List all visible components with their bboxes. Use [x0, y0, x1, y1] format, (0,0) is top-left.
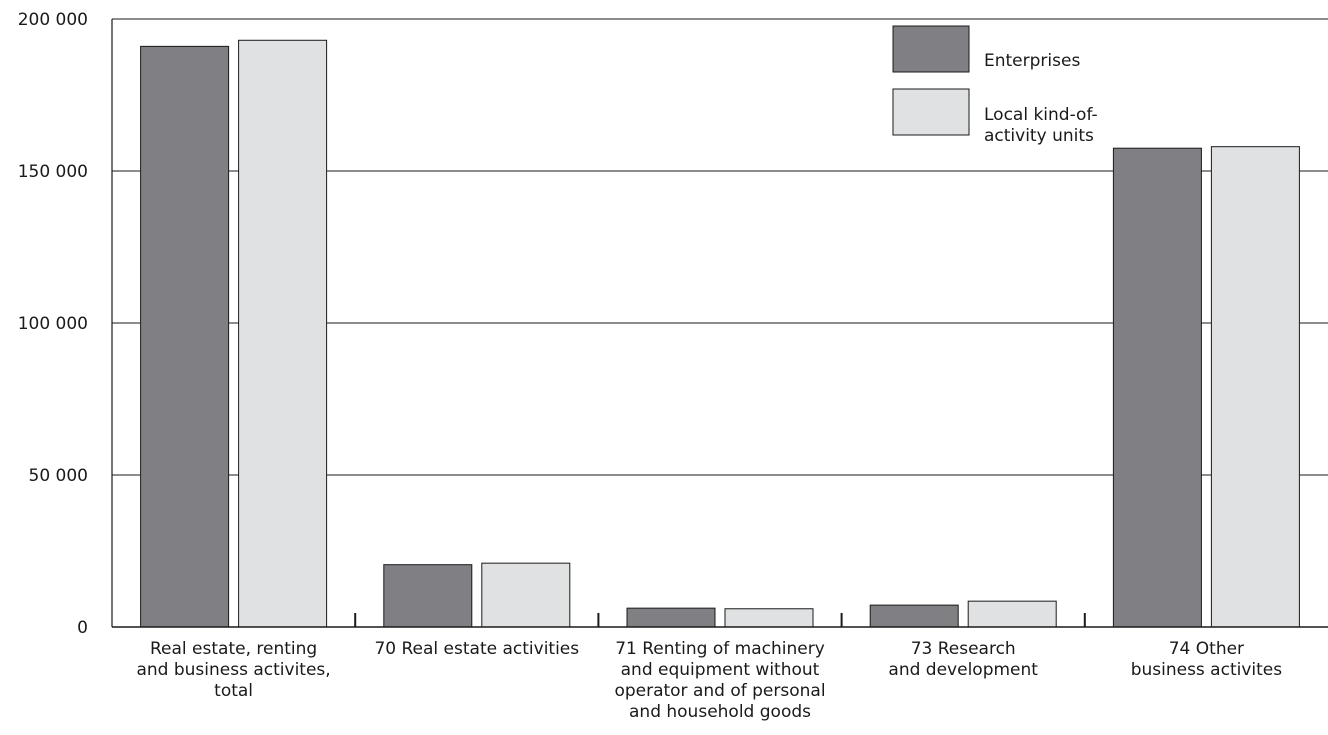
x-tick-label-line: and household goods	[629, 702, 811, 722]
x-tick-label-line: operator and of personal	[614, 681, 825, 701]
legend-local-units-swatch	[892, 88, 970, 136]
x-tick-label-line: and development	[888, 660, 1038, 680]
x-tick-label-line: 71 Renting of machinery	[615, 639, 825, 659]
legend-enterprises-swatch	[892, 25, 970, 73]
x-tick-label-line: 73 Research	[911, 639, 1016, 659]
legend-local-units-label: Local kind-of-activity units	[984, 105, 1098, 146]
bar-enterprises-3	[869, 604, 959, 628]
x-tick-label-line: 70 Real estate activities	[374, 639, 579, 659]
x-tick-label: 74 Other business activites	[1131, 639, 1283, 680]
x-tick-label-line: Real estate, renting	[150, 639, 317, 659]
bar-local-units-0	[238, 39, 328, 628]
bar-enterprises-1	[383, 564, 473, 628]
y-tick-labels: 0 50 000 100 000 150 000 200 000	[18, 10, 88, 638]
axes	[111, 18, 1328, 628]
y-tick-label: 0	[77, 618, 88, 638]
x-tick-label: Real estate, renting and business activit…	[136, 639, 330, 701]
bar-enterprises-0	[140, 45, 230, 628]
x-tick-label-line: business activites	[1131, 660, 1283, 680]
bar-local-units-3	[967, 600, 1057, 628]
bar-local-units-4	[1210, 146, 1300, 628]
legend-enterprises-label: Enterprises	[984, 51, 1080, 71]
y-tick-label: 150 000	[18, 162, 88, 182]
legend-label-line: activity units	[984, 126, 1094, 146]
bar-enterprises-2	[626, 607, 716, 628]
legend-label-line: Local kind-of-	[984, 105, 1098, 125]
bar-local-units-1	[481, 562, 571, 628]
y-tick-label: 50 000	[29, 466, 88, 486]
bar-local-units-2	[724, 608, 814, 628]
legend: Enterprises Local kind-of-activity units	[892, 25, 1098, 146]
x-tick-labels: Real estate, renting and business activit…	[136, 639, 1282, 722]
legend-label-line: Enterprises	[984, 51, 1080, 71]
bars	[140, 39, 1300, 628]
x-tick-label: 73 Research and development	[888, 639, 1038, 680]
x-tick-label-line: and business activites,	[136, 660, 330, 680]
x-tick-label: 71 Renting of machinery and equipment wit…	[614, 639, 825, 722]
y-tick-label: 200 000	[18, 10, 88, 30]
y-tick-label: 100 000	[18, 314, 88, 334]
x-tick-label-line: total	[214, 681, 253, 701]
bar-enterprises-4	[1112, 147, 1202, 628]
x-tick-label-line: 74 Other	[1169, 639, 1244, 659]
x-tick-label: 70 Real estate activities	[374, 639, 579, 659]
x-tick-label-line: and equipment without	[621, 660, 820, 680]
